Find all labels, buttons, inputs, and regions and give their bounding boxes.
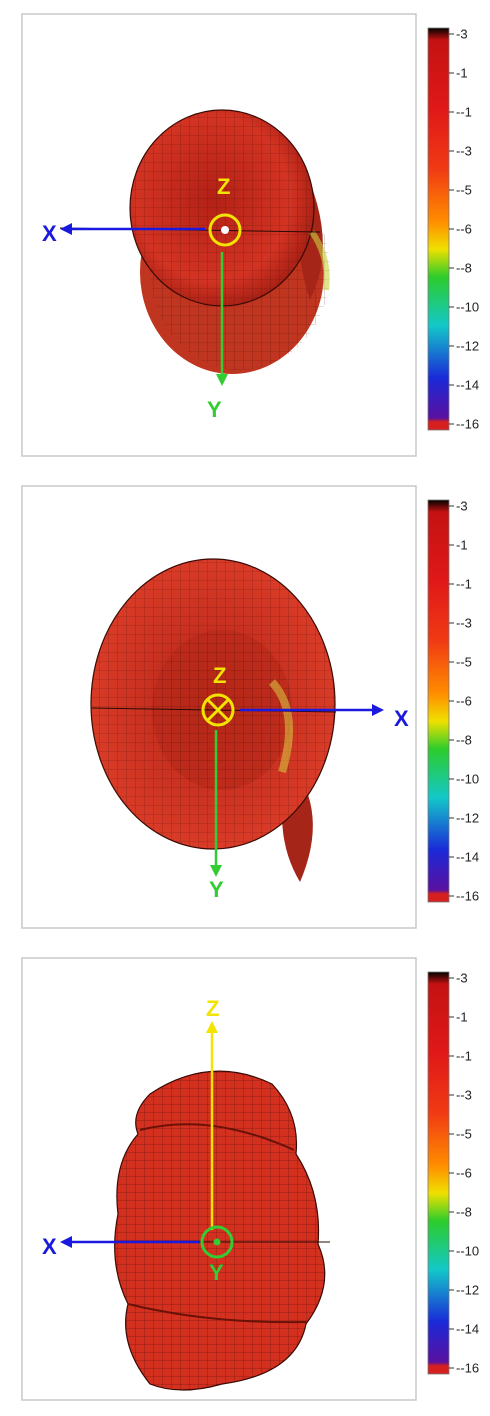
colorbar-tick-label: --16 — [456, 417, 479, 432]
colorbar-tick-label: --12 — [456, 1283, 479, 1298]
z-axis-label: Z — [206, 996, 219, 1021]
radiation-pattern-surface — [59, 109, 330, 374]
y-axis-out-of-page-icon — [200, 1225, 234, 1259]
colorbar-tick-label: --5 — [456, 183, 472, 198]
z-axis-out-of-page-icon — [208, 213, 242, 247]
radiation-pattern-panel-bottom: X Y Z -3 -1 --1 --3 --5 --6 --8 --10 --12 --14 --1… — [0, 472, 490, 944]
radiation-pattern-surface — [114, 1070, 330, 1391]
colorbar: -3 -1 --1 --3 --5 --6 --8 --10 --12 --14 --16 — [427, 499, 479, 904]
colorbar-tick-label: --10 — [456, 1244, 479, 1259]
colorbar-tick-label: -1 — [456, 538, 468, 553]
z-axis-label: Z — [213, 663, 226, 688]
colorbar-tick-label: --3 — [456, 144, 472, 159]
colorbar-tick-label: --3 — [456, 616, 472, 631]
y-axis-label: Y — [209, 1260, 224, 1285]
z-axis-label: Z — [217, 174, 230, 199]
colorbar-tick-label: --5 — [456, 655, 472, 670]
colorbar-tick-label: --6 — [456, 694, 472, 709]
colorbar-tick-label: --12 — [456, 811, 479, 826]
colorbar-tick-label: -1 — [456, 1010, 468, 1025]
x-axis-arrow — [60, 1236, 200, 1248]
radiation-pattern-panel-top: X Y Z -3 -1 --1 --3 --5 --6 --8 --10 --12 --14 --1… — [0, 0, 490, 472]
colorbar-tick-label: -3 — [456, 27, 468, 42]
colorbar-tick-label: --10 — [456, 772, 479, 787]
z-axis-into-page-icon — [201, 693, 235, 727]
colorbar-tick-label: --1 — [456, 105, 472, 120]
radiation-pattern-panel-front: Z X Y -3 -1 --1 --3 --5 --6 --8 --10 --12 --14 --1… — [0, 944, 490, 1416]
colorbar-tick-label: --8 — [456, 1205, 472, 1220]
radiation-pattern-surface — [90, 558, 337, 882]
z-axis-arrow — [206, 1021, 218, 1230]
colorbar-tick-label: --16 — [456, 889, 479, 904]
colorbar-tick-label: --5 — [456, 1127, 472, 1142]
colorbar-tick-label: --12 — [456, 339, 479, 354]
colorbar: -3 -1 --1 --3 --5 --6 --8 --10 --12 --14 --16 — [427, 27, 479, 432]
colorbar-tick-label: --14 — [456, 1322, 479, 1337]
x-axis-label: X — [42, 1234, 57, 1259]
colorbar-tick-label: --1 — [456, 1049, 472, 1064]
y-axis-arrow — [210, 730, 222, 877]
colorbar-tick-label: -1 — [456, 66, 468, 81]
colorbar-tick-label: -3 — [456, 971, 468, 986]
x-axis-label: X — [42, 221, 57, 246]
colorbar-tick-label: --10 — [456, 300, 479, 315]
colorbar-tick-label: --6 — [456, 1166, 472, 1181]
y-axis-arrow — [216, 252, 228, 386]
colorbar-tick-label: --8 — [456, 261, 472, 276]
x-axis-arrow — [60, 223, 205, 235]
x-axis-arrow — [240, 704, 384, 716]
colorbar: -3 -1 --1 --3 --5 --6 --8 --10 --12 --14 --16 — [427, 971, 479, 1376]
colorbar-tick-label: --3 — [456, 1088, 472, 1103]
x-axis-label: X — [394, 706, 409, 731]
colorbar-tick-label: --8 — [456, 733, 472, 748]
y-axis-label: Y — [207, 397, 222, 422]
colorbar-tick-label: --1 — [456, 577, 472, 592]
colorbar-tick-label: -3 — [456, 499, 468, 514]
colorbar-tick-label: --6 — [456, 222, 472, 237]
y-axis-label: Y — [209, 877, 224, 902]
colorbar-tick-label: --14 — [456, 850, 479, 865]
colorbar-tick-label: --16 — [456, 1361, 479, 1376]
colorbar-tick-label: --14 — [456, 378, 479, 393]
